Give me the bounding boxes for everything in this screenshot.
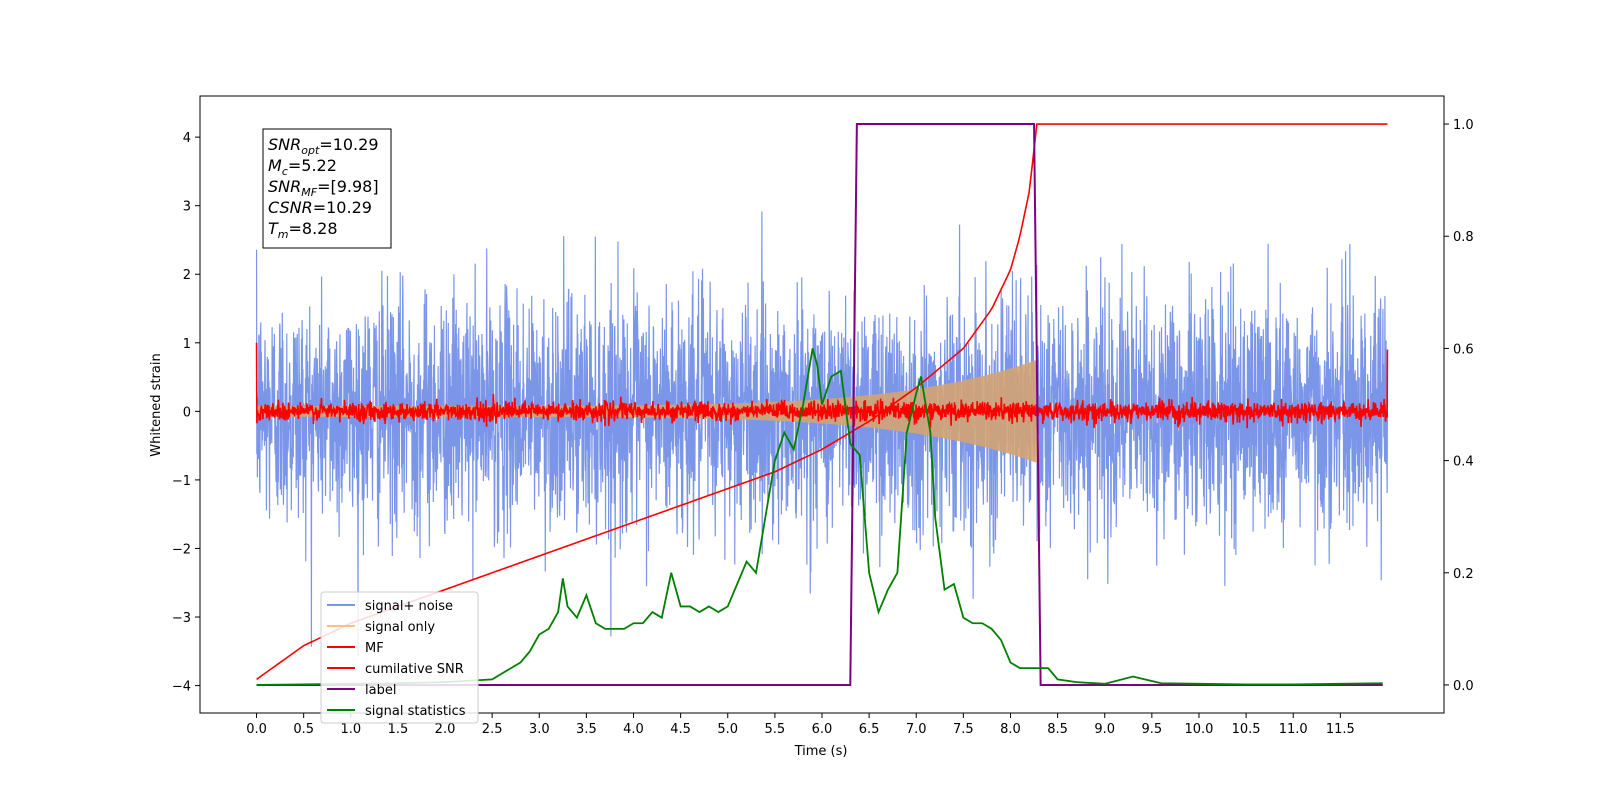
x-tick-label: 9.0 — [1094, 722, 1115, 737]
x-tick-label: 0.5 — [293, 722, 314, 737]
annotation-line: SNRopt=10.29 — [268, 135, 379, 157]
x-tick-label: 1.0 — [340, 722, 361, 737]
y-axis-label: Whitened strain — [149, 353, 164, 456]
y2-tick-label: 0.4 — [1453, 455, 1474, 470]
x-tick-label: 0.0 — [246, 722, 267, 737]
legend: signal+ noise signal only MF cumilative SNR… — [320, 591, 479, 724]
y2-tick-label: 0.0 — [1453, 679, 1474, 694]
x-tick-label: 11.5 — [1326, 722, 1355, 737]
legend-entry: cumilative SNR — [365, 662, 464, 677]
legend-frame — [320, 591, 479, 724]
legend-entry: label — [365, 683, 396, 698]
x-tick-label: 2.0 — [435, 722, 456, 737]
x-tick-label: 6.0 — [812, 722, 833, 737]
legend-entry: signal statistics — [365, 704, 466, 719]
x-tick-label: 4.5 — [670, 722, 691, 737]
annotation-line: SNRMF=[9.98] — [268, 177, 379, 199]
y-tick-label: 2 — [183, 268, 191, 283]
annotation-line: Tm=8.28 — [268, 219, 338, 241]
y-tick-label: −3 — [172, 611, 191, 626]
axes: 0.0 0.5 1.0 1.5 2.0 2.5 3.0 3.5 4.0 4.5 5.0 5.5 6.0 6… — [172, 118, 1474, 737]
y2-tick-label: 1.0 — [1453, 118, 1474, 133]
annotation-line: CSNR=10.29 — [268, 198, 372, 217]
annotation-box: SNRopt=10.29Mc=5.22SNRMF=[9.98]CSNR=10.2… — [262, 128, 392, 249]
x-axis-label: Time (s) — [794, 744, 848, 759]
x-tick-label: 2.5 — [482, 722, 503, 737]
series-label — [256, 123, 1383, 686]
x-tick-label: 8.0 — [1000, 722, 1021, 737]
y-tick-label: −2 — [172, 542, 191, 557]
legend-entry: MF — [365, 641, 384, 656]
x-tick-label: 1.5 — [388, 722, 409, 737]
x-tick-label: 3.5 — [576, 722, 597, 737]
series-mf — [255, 342, 1389, 429]
x-tick-label: 7.5 — [953, 722, 974, 737]
y-tick-label: 0 — [183, 405, 191, 420]
y-tick-label: −4 — [172, 680, 191, 695]
annotation-line: Mc=5.22 — [268, 156, 337, 178]
x-tick-label: 8.5 — [1047, 722, 1068, 737]
y-tick-label: 1 — [183, 337, 191, 352]
y2-tick-label: 0.6 — [1453, 342, 1474, 357]
x-tick-label: 9.5 — [1142, 722, 1163, 737]
x-tick-label: 5.5 — [765, 722, 786, 737]
series-signal-statistics — [256, 348, 1383, 686]
x-tick-label: 6.5 — [859, 722, 880, 737]
x-tick-label: 10.5 — [1232, 722, 1261, 737]
y-tick-label: 3 — [183, 200, 191, 215]
y2-tick-label: 0.8 — [1453, 230, 1474, 245]
x-tick-label: 5.0 — [717, 722, 738, 737]
legend-entry: signal only — [365, 620, 435, 635]
series-signal-noise — [255, 211, 1389, 656]
x-tick-label: 7.0 — [906, 722, 927, 737]
y2-tick-label: 0.2 — [1453, 567, 1474, 582]
y-tick-label: −1 — [172, 474, 191, 489]
annotation-frame — [262, 128, 392, 249]
x-tick-label: 10.0 — [1184, 722, 1213, 737]
x-tick-label: 11.0 — [1279, 722, 1308, 737]
x-tick-label: 4.0 — [623, 722, 644, 737]
legend-entry: signal+ noise — [365, 599, 453, 614]
x-tick-label: 3.0 — [529, 722, 550, 737]
y-tick-label: 4 — [183, 131, 191, 146]
